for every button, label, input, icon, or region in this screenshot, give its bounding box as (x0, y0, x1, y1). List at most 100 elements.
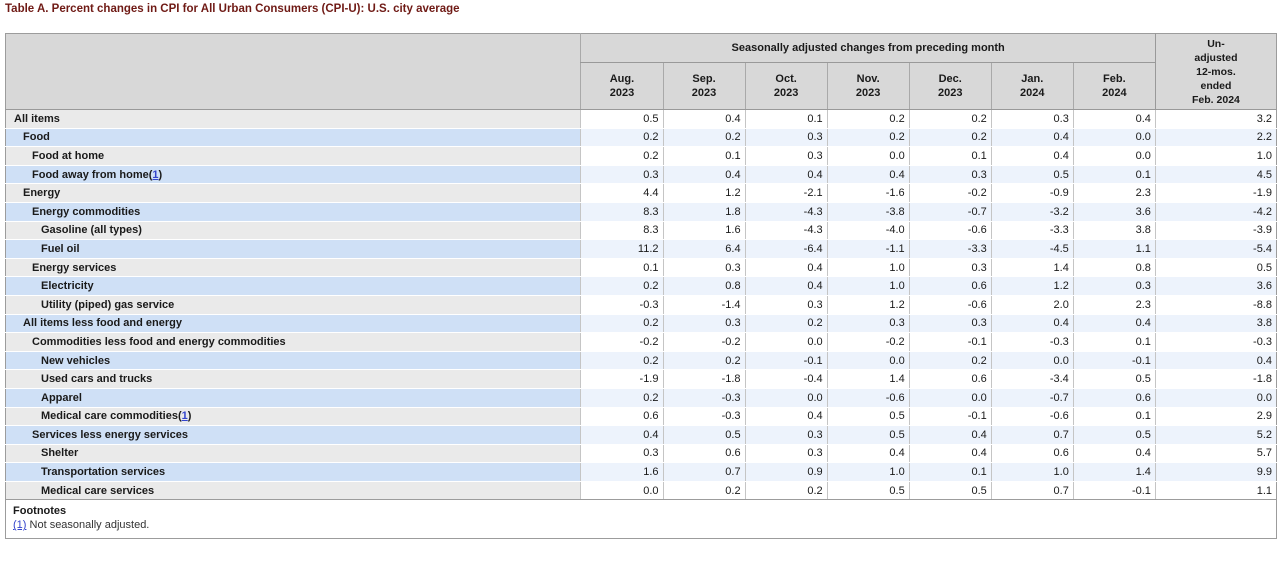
value-cell: 0.2 (826, 128, 910, 148)
footnote-1-text: Not seasonally adjusted. (29, 519, 150, 532)
value-cell: -0.1 (1072, 481, 1156, 501)
value-cell: -0.1 (908, 332, 992, 352)
value-cell: -0.7 (990, 388, 1074, 408)
value-cell: 1.8 (662, 202, 746, 222)
value-cell: 0.6 (1072, 388, 1156, 408)
yoy-value-cell: -4.2 (1154, 202, 1277, 222)
value-cell: -1.1 (826, 239, 910, 259)
value-cell: 11.2 (580, 239, 663, 259)
value-cell: 0.3 (908, 258, 992, 278)
value-cell: 0.2 (662, 128, 746, 148)
value-cell: 1.6 (662, 221, 746, 241)
footnote-ref-link[interactable]: 1 (152, 168, 159, 181)
row-label: Electricity (5, 276, 581, 296)
value-cell: -0.9 (990, 183, 1074, 203)
value-cell: -0.4 (744, 369, 828, 389)
value-cell: -0.3 (580, 295, 663, 315)
value-cell: 0.0 (826, 146, 910, 166)
table-row: Transportation services 1.6 0.7 0.9 1.0 0.1 1.… (5, 462, 1277, 482)
yoy-value-cell: -8.8 (1154, 295, 1277, 315)
value-cell: 4.4 (580, 183, 663, 203)
value-cell: 0.3 (662, 258, 746, 278)
value-cell: 0.3 (580, 444, 663, 464)
footnote-1-link[interactable]: (1) (13, 519, 27, 532)
month-header-4: Nov. 2023 (826, 62, 910, 110)
value-cell: 0.5 (826, 425, 910, 445)
value-cell: 0.0 (744, 332, 828, 352)
value-cell: -0.7 (908, 202, 992, 222)
value-cell: -3.2 (990, 202, 1074, 222)
row-label: Transportation services (5, 462, 581, 482)
footnotes-section: Footnotes (1) Not seasonally adjusted. (5, 499, 1277, 539)
value-cell: 0.6 (908, 276, 992, 296)
value-cell: 0.0 (826, 351, 910, 371)
seasonally-adjusted-group-header: Seasonally adjusted changes from precedi… (580, 33, 1156, 63)
row-label: Apparel (5, 388, 581, 408)
value-cell: 0.0 (580, 481, 663, 501)
value-cell: 0.0 (1072, 128, 1156, 148)
value-cell: -0.2 (908, 183, 992, 203)
yoy-value-cell: 0.5 (1154, 258, 1277, 278)
row-label: Food (5, 128, 581, 148)
yoy-value-cell: 0.4 (1154, 351, 1277, 371)
value-cell: 0.1 (1072, 332, 1156, 352)
value-cell: 0.4 (580, 425, 663, 445)
value-cell: -1.6 (826, 183, 910, 203)
value-cell: 0.4 (662, 109, 746, 129)
value-cell: 0.2 (744, 314, 828, 334)
value-cell: 0.4 (662, 165, 746, 185)
yoy-value-cell: 4.5 (1154, 165, 1277, 185)
value-cell: 0.2 (908, 351, 992, 371)
month-header-6: Jan. 2024 (990, 62, 1074, 110)
footnote-item: (1) Not seasonally adjusted. (13, 518, 1276, 533)
page-title: Table A. Percent changes in CPI for All … (5, 3, 460, 15)
value-cell: 0.2 (580, 146, 663, 166)
value-cell: 0.1 (1072, 407, 1156, 427)
row-label: All items less food and energy (5, 314, 581, 334)
value-cell: 0.3 (744, 425, 828, 445)
value-cell: 0.6 (580, 407, 663, 427)
value-cell: -0.3 (662, 388, 746, 408)
row-label: Food at home (5, 146, 581, 166)
value-cell: 8.3 (580, 221, 663, 241)
row-label: Energy (5, 183, 581, 203)
value-cell: 0.3 (826, 314, 910, 334)
value-cell: -0.2 (826, 332, 910, 352)
value-cell: 0.1 (1072, 165, 1156, 185)
value-cell: 0.3 (908, 165, 992, 185)
value-cell: 0.6 (908, 369, 992, 389)
value-cell: 0.3 (990, 109, 1074, 129)
value-cell: 0.2 (580, 276, 663, 296)
value-cell: 0.5 (1072, 369, 1156, 389)
table-row: All items 0.5 0.4 0.1 0.2 0.2 0.3 0.4 3.2 (5, 109, 1277, 129)
value-cell: 0.1 (580, 258, 663, 278)
value-cell: 1.4 (990, 258, 1074, 278)
value-cell: -0.3 (990, 332, 1074, 352)
value-cell: -0.1 (744, 351, 828, 371)
footnote-ref-link[interactable]: 1 (181, 410, 188, 423)
value-cell: 0.3 (744, 146, 828, 166)
value-cell: 0.0 (908, 388, 992, 408)
value-cell: -6.4 (744, 239, 828, 259)
value-cell: 0.2 (662, 351, 746, 371)
value-cell: 0.4 (1072, 109, 1156, 129)
value-cell: 0.3 (1072, 276, 1156, 296)
table-row: Commodities less food and energy commodi… (5, 332, 1277, 352)
value-cell: -0.6 (908, 295, 992, 315)
value-cell: 0.3 (580, 165, 663, 185)
value-cell: 6.4 (662, 239, 746, 259)
row-label: Fuel oil (5, 239, 581, 259)
value-cell: -3.4 (990, 369, 1074, 389)
value-cell: 0.2 (580, 128, 663, 148)
value-cell: 0.4 (908, 444, 992, 464)
item-column-header (5, 33, 581, 110)
table-row: Energy services 0.1 0.3 0.4 1.0 0.3 1.4 0.8 0.5 (5, 258, 1277, 278)
value-cell: 0.0 (1072, 146, 1156, 166)
row-label: Shelter (5, 444, 581, 464)
value-cell: 0.1 (908, 146, 992, 166)
value-cell: 0.1 (662, 146, 746, 166)
table-row: Medical care commodities(1) 0.6 -0.3 0.4 0.5… (5, 407, 1277, 427)
row-label: Food away from home(1) (5, 165, 581, 185)
yoy-value-cell: 1.1 (1154, 481, 1277, 501)
value-cell: 0.3 (908, 314, 992, 334)
